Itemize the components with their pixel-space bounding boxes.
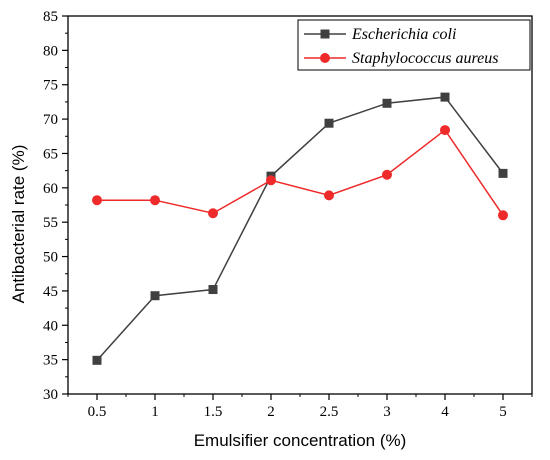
- series-2: [92, 125, 508, 221]
- data-point: [92, 355, 102, 365]
- legend-label: Escherichia coli: [351, 26, 456, 43]
- legend: Escherichia coli Staphylococcus aureus: [297, 19, 531, 71]
- y-tick-label: 65: [43, 146, 58, 162]
- legend-box: [297, 19, 531, 71]
- legend-item-2: Staphylococcus aureus: [304, 50, 498, 67]
- plot-frame: [67, 15, 533, 395]
- data-point: [498, 168, 508, 178]
- y-tick-label: 60: [43, 181, 58, 197]
- data-point: [266, 175, 276, 186]
- data-point: [150, 291, 160, 301]
- y-tick-label: 85: [43, 9, 58, 25]
- series-layer: [92, 92, 508, 365]
- data-point: [324, 190, 334, 201]
- data-point: [440, 92, 450, 102]
- x-tick-label: 3: [383, 404, 391, 420]
- x-axis: 0.5 1 1.5 2 2.5 3 4 5: [67, 394, 533, 420]
- data-point: [382, 169, 392, 180]
- data-point: [324, 118, 334, 128]
- legend-label: Staphylococcus aureus: [352, 50, 498, 67]
- plot-area: [67, 15, 533, 395]
- y-axis: 30 35 40 45 50 55 60 65 70 75 80 85: [43, 9, 68, 403]
- x-tick-label: 5: [499, 404, 507, 420]
- data-point: [208, 208, 218, 219]
- data-point: [92, 195, 102, 206]
- x-tick-label: 1.5: [204, 404, 223, 420]
- series-line: [96, 96, 504, 361]
- legend-item-1: Escherichia coli: [304, 26, 456, 43]
- y-tick-label: 40: [43, 318, 58, 334]
- y-tick-label: 80: [43, 43, 58, 59]
- data-point: [382, 98, 392, 108]
- data-point: [498, 210, 508, 221]
- x-tick-label: 2.5: [320, 404, 339, 420]
- data-point: [150, 195, 160, 206]
- series-line: [97, 129, 504, 216]
- legend-marker: [320, 29, 330, 39]
- x-tick-label: 0.5: [88, 404, 107, 420]
- y-tick-label: 50: [43, 250, 58, 266]
- y-tick-label: 35: [43, 353, 58, 369]
- x-tick-label: 1: [151, 404, 159, 420]
- x-tick-label: 2: [267, 404, 275, 420]
- legend-marker: [320, 53, 330, 63]
- y-tick-label: 70: [43, 112, 58, 128]
- y-tick-label: 30: [43, 387, 58, 403]
- x-axis-title: Emulsifier concentration (%): [194, 431, 407, 450]
- data-point: [208, 285, 218, 295]
- y-tick-label: 75: [43, 78, 58, 94]
- x-tick-label: 4: [441, 404, 449, 420]
- y-tick-label: 45: [43, 284, 58, 300]
- data-point: [440, 125, 450, 136]
- y-axis-title: Antibacterial rate (%): [9, 145, 28, 304]
- y-tick-label: 55: [43, 215, 58, 231]
